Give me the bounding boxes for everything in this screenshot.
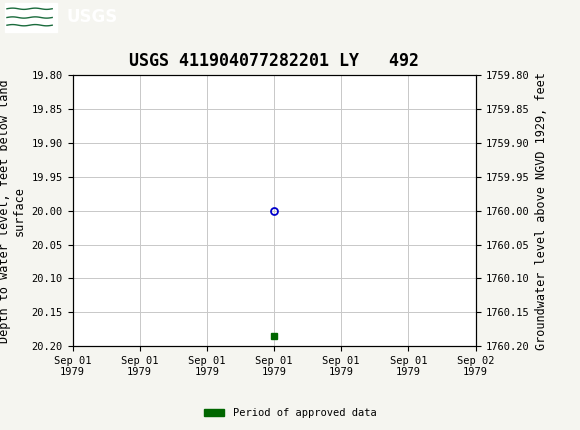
Y-axis label: Depth to water level, feet below land
surface: Depth to water level, feet below land su…: [0, 79, 26, 343]
FancyBboxPatch shape: [5, 3, 57, 32]
Legend: Period of approved data: Period of approved data: [200, 404, 380, 423]
Y-axis label: Groundwater level above NGVD 1929, feet: Groundwater level above NGVD 1929, feet: [535, 72, 548, 350]
Title: USGS 411904077282201 LY   492: USGS 411904077282201 LY 492: [129, 52, 419, 70]
Text: USGS: USGS: [67, 9, 118, 27]
